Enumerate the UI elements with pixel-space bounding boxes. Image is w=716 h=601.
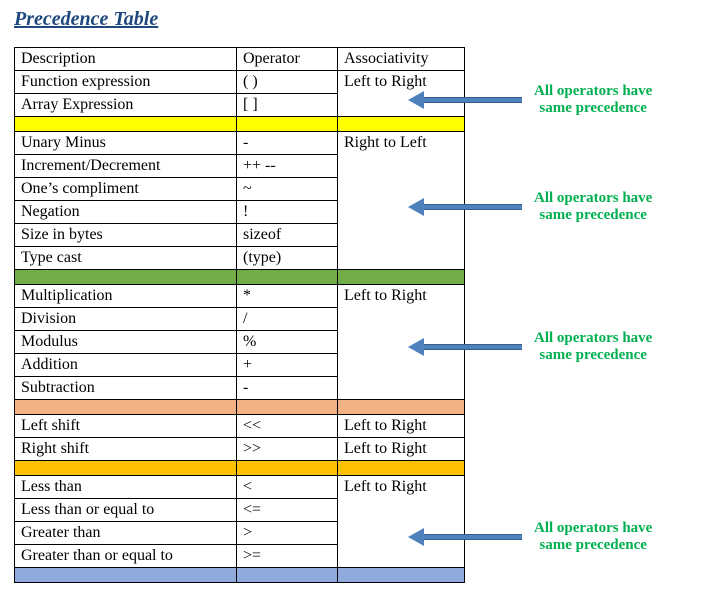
cell-description: Type cast xyxy=(15,247,237,270)
cell-operator: ( ) xyxy=(237,71,338,94)
annotation-label: All operators have same precedence xyxy=(534,83,652,118)
col-header-operator: Operator xyxy=(237,48,338,71)
cell-description: Increment/Decrement xyxy=(15,155,237,178)
table-row: Function expression( )Left to Right xyxy=(15,71,465,94)
arrow-left-icon xyxy=(408,200,522,214)
cell-description: Right shift xyxy=(15,438,237,461)
cell-description: Size in bytes xyxy=(15,224,237,247)
cell-operator: << xyxy=(237,415,338,438)
separator-cell xyxy=(237,400,338,415)
cell-operator: ! xyxy=(237,201,338,224)
separator-cell xyxy=(15,461,237,476)
cell-operator: * xyxy=(237,285,338,308)
table-header-row: DescriptionOperatorAssociativity xyxy=(15,48,465,71)
cell-description: Subtraction xyxy=(15,377,237,400)
separator-cell xyxy=(338,568,465,583)
cell-operator: (type) xyxy=(237,247,338,270)
cell-operator: sizeof xyxy=(237,224,338,247)
separator-row xyxy=(15,117,465,132)
arrow-left-icon xyxy=(408,93,522,107)
annotation-label: All operators have same precedence xyxy=(534,330,652,365)
precedence-table: DescriptionOperatorAssociativityFunction… xyxy=(14,47,465,583)
cell-description: Less than or equal to xyxy=(15,499,237,522)
cell-description: Modulus xyxy=(15,331,237,354)
cell-operator: ++ -- xyxy=(237,155,338,178)
separator-cell xyxy=(15,568,237,583)
arrow-shaft xyxy=(422,344,522,350)
cell-operator: < xyxy=(237,476,338,499)
separator-row xyxy=(15,568,465,583)
cell-operator: - xyxy=(237,377,338,400)
cell-operator: <= xyxy=(237,499,338,522)
separator-cell xyxy=(338,461,465,476)
cell-description: Greater than or equal to xyxy=(15,545,237,568)
annotation: All operators have same precedence xyxy=(408,83,652,118)
separator-cell xyxy=(338,400,465,415)
page-title: Precedence Table xyxy=(14,8,702,31)
separator-cell xyxy=(338,117,465,132)
cell-description: Multiplication xyxy=(15,285,237,308)
annotation: All operators have same precedence xyxy=(408,330,652,365)
arrow-shaft xyxy=(422,204,522,210)
cell-associativity: Left to Right xyxy=(338,415,465,438)
cell-operator: % xyxy=(237,331,338,354)
separator-cell xyxy=(15,117,237,132)
annotation: All operators have same precedence xyxy=(408,520,652,555)
arrow-shaft xyxy=(422,97,522,103)
separator-row xyxy=(15,461,465,476)
cell-description: Greater than xyxy=(15,522,237,545)
col-header-description: Description xyxy=(15,48,237,71)
arrow-left-icon xyxy=(408,340,522,354)
arrow-head xyxy=(408,338,424,356)
cell-operator: - xyxy=(237,132,338,155)
cell-operator: + xyxy=(237,354,338,377)
annotation: All operators have same precedence xyxy=(408,190,652,225)
cell-description: Function expression xyxy=(15,71,237,94)
table-row: Left shift<<Left to Right xyxy=(15,415,465,438)
separator-cell xyxy=(237,117,338,132)
annotation-label: All operators have same precedence xyxy=(534,520,652,555)
cell-associativity: Left to Right xyxy=(338,438,465,461)
table-row: Unary Minus-Right to Left xyxy=(15,132,465,155)
cell-operator: > xyxy=(237,522,338,545)
cell-description: Negation xyxy=(15,201,237,224)
cell-description: Less than xyxy=(15,476,237,499)
separator-cell xyxy=(237,270,338,285)
cell-operator: >= xyxy=(237,545,338,568)
separator-cell xyxy=(237,461,338,476)
arrow-shaft xyxy=(422,534,522,540)
arrow-head xyxy=(408,528,424,546)
arrow-left-icon xyxy=(408,530,522,544)
separator-cell xyxy=(15,400,237,415)
cell-description: Unary Minus xyxy=(15,132,237,155)
cell-operator: [ ] xyxy=(237,94,338,117)
table-row: Right shift>>Left to Right xyxy=(15,438,465,461)
annotation-label: All operators have same precedence xyxy=(534,190,652,225)
table-row: Less than<Left to Right xyxy=(15,476,465,499)
cell-description: One’s compliment xyxy=(15,178,237,201)
separator-row xyxy=(15,270,465,285)
cell-description: Array Expression xyxy=(15,94,237,117)
arrow-head xyxy=(408,91,424,109)
arrow-head xyxy=(408,198,424,216)
separator-cell xyxy=(338,270,465,285)
col-header-associativity: Associativity xyxy=(338,48,465,71)
cell-description: Left shift xyxy=(15,415,237,438)
separator-cell xyxy=(15,270,237,285)
cell-operator: >> xyxy=(237,438,338,461)
cell-operator: ~ xyxy=(237,178,338,201)
cell-description: Division xyxy=(15,308,237,331)
separator-cell xyxy=(237,568,338,583)
cell-description: Addition xyxy=(15,354,237,377)
cell-operator: / xyxy=(237,308,338,331)
separator-row xyxy=(15,400,465,415)
table-row: Multiplication*Left to Right xyxy=(15,285,465,308)
